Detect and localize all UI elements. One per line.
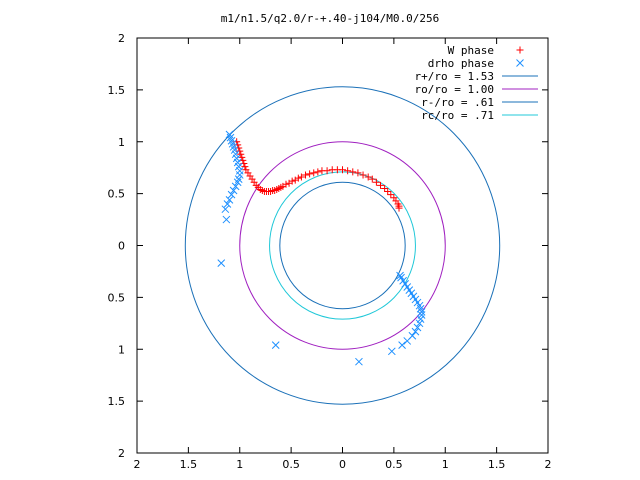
w-phase-point xyxy=(310,169,318,177)
drho-phase-point xyxy=(387,347,396,356)
drho-phase-point xyxy=(411,327,420,336)
drho-phase-point xyxy=(227,190,236,199)
w-phase-point xyxy=(236,147,244,155)
w-phase-point xyxy=(384,188,392,196)
legend-label: drho phase xyxy=(428,57,494,70)
x-tick-label: 0.5 xyxy=(282,458,300,471)
drho-phase-point xyxy=(223,200,232,208)
w-phase-point xyxy=(297,173,305,181)
w-phase-point xyxy=(387,191,395,199)
drho-phase-point xyxy=(408,331,417,340)
drho-phase-point xyxy=(271,341,280,349)
legend-label: r+/ro = 1.53 xyxy=(415,70,494,83)
x-tick-label: 1.5 xyxy=(488,458,506,471)
w-phase-point xyxy=(306,170,314,178)
legend-label: ro/ro = 1.00 xyxy=(415,83,494,96)
w-phase-point xyxy=(354,169,362,177)
w-phase-point xyxy=(288,177,296,185)
w-phase-point xyxy=(364,173,372,181)
w-phase-point xyxy=(372,178,380,186)
y-tick-label: 1 xyxy=(118,343,125,356)
w-phase-point xyxy=(323,167,331,175)
phase-points xyxy=(217,130,426,366)
w-phase-point xyxy=(339,166,346,174)
drho-phase-point xyxy=(413,323,422,332)
w-phase-point xyxy=(359,171,367,179)
drho-phase-point xyxy=(355,357,363,366)
w-phase-point xyxy=(381,184,389,192)
w-phase-point xyxy=(368,175,376,183)
legend-marker xyxy=(516,59,524,67)
radius-circle-3 xyxy=(269,171,416,320)
y-tick-label: 1 xyxy=(118,136,125,149)
legend-marker xyxy=(516,46,524,54)
drho-phase-point xyxy=(397,273,405,282)
x-tick-label: 2 xyxy=(134,458,141,471)
radius-circle-0 xyxy=(184,86,501,405)
drho-phase-point xyxy=(217,259,226,267)
legend-label: r-/ro = .61 xyxy=(421,96,494,109)
x-tick-label: 0.5 xyxy=(385,458,403,471)
chart-title: m1/n1.5/q2.0/r-+.40-j104/M0.0/256 xyxy=(221,12,440,25)
w-phase-point xyxy=(395,204,403,212)
y-tick-label: 0 xyxy=(118,240,125,253)
w-phase-point xyxy=(349,168,357,176)
w-phase-point xyxy=(344,167,352,175)
radius-circles xyxy=(184,86,501,405)
w-phase-point xyxy=(302,171,310,179)
y-tick-label: 2 xyxy=(118,447,125,460)
w-phase-point xyxy=(241,163,249,171)
axis-ticks: 2 1.5 1 0.5 0 0.5 1 1.5 221.510.500.511.52 xyxy=(108,32,552,471)
w-phase-point xyxy=(294,174,302,182)
drho-phase-point xyxy=(396,271,404,280)
legend-label: W phase xyxy=(448,44,494,57)
x-tick-label: 1 xyxy=(442,458,449,471)
w-phase-point xyxy=(237,150,245,158)
y-tick-label: 1.5 xyxy=(108,395,126,408)
drho-phase-point xyxy=(398,341,406,349)
drho-phase-point xyxy=(221,205,230,214)
y-tick-label: 0.5 xyxy=(108,291,126,304)
radius-circle-1 xyxy=(239,141,446,350)
radius-circle-2 xyxy=(279,181,406,310)
x-tick-label: 1 xyxy=(236,458,243,471)
drho-phase-point xyxy=(231,182,240,191)
legend-label: rc/ro = .71 xyxy=(421,109,494,122)
drho-phase-point xyxy=(417,311,426,319)
y-tick-label: 1.5 xyxy=(108,84,126,97)
w-phase-point xyxy=(314,168,322,176)
drho-phase-point xyxy=(225,195,234,204)
x-tick-label: 0 xyxy=(339,458,346,471)
drho-phase-point xyxy=(233,178,242,187)
w-phase-point xyxy=(239,156,247,164)
y-tick-label: 2 xyxy=(118,32,125,45)
drho-phase-point xyxy=(222,215,231,224)
w-phase-point xyxy=(377,181,385,189)
drho-phase-point xyxy=(229,186,238,195)
x-tick-label: 2 xyxy=(545,458,552,471)
w-phase-point xyxy=(238,153,246,161)
w-phase-point xyxy=(282,180,290,188)
y-tick-label: 0.5 xyxy=(108,188,126,201)
x-tick-label: 1.5 xyxy=(180,458,198,471)
